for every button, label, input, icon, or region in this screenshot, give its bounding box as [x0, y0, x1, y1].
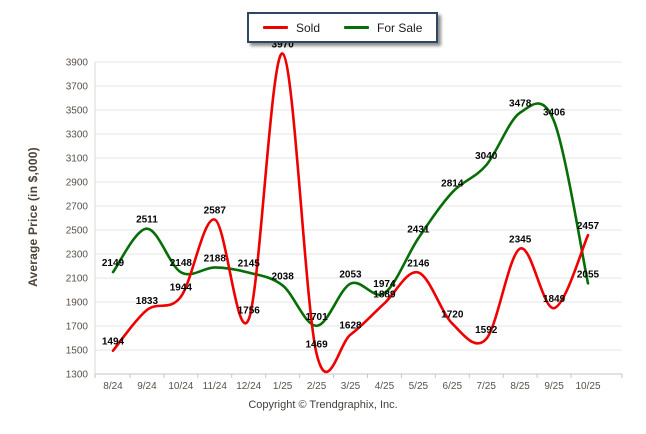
x-tick-label: 5/25 — [409, 381, 429, 392]
for-sale-point-label: 2055 — [577, 269, 600, 280]
for-sale-point-label: 2148 — [170, 258, 193, 269]
x-tick-label: 11/24 — [203, 381, 228, 392]
sold-point-label: 1628 — [339, 321, 362, 332]
for-sale-point-label: 2053 — [339, 270, 362, 281]
for-sale-point-label: 3406 — [543, 107, 566, 118]
sold-point-label: 2457 — [577, 221, 600, 232]
for-sale-line-swatch-icon — [344, 26, 370, 29]
x-tick-label: 4/25 — [375, 381, 395, 392]
y-tick-label: 2500 — [66, 226, 89, 237]
legend-label-sold: Sold — [296, 20, 321, 35]
for-sale-point-label: 2431 — [407, 224, 430, 235]
y-tick-label: 1300 — [66, 370, 89, 381]
y-tick-label: 3500 — [66, 106, 89, 117]
x-tick-label: 9/25 — [544, 381, 564, 392]
y-tick-label: 3700 — [66, 82, 89, 93]
sold-point-label: 1849 — [543, 294, 566, 305]
x-tick-label: 10/24 — [168, 381, 193, 392]
y-axis-title: Average Price (in $,000) — [26, 147, 40, 287]
sold-line-swatch-icon — [263, 26, 288, 29]
x-tick-label: 3/25 — [341, 381, 361, 392]
y-tick-label: 3100 — [66, 154, 89, 165]
copyright-text: Copyright © Trendgraphix, Inc. — [248, 399, 398, 411]
legend-label-for-sale: For Sale — [377, 20, 423, 35]
y-tick-label: 2900 — [66, 178, 89, 189]
for-sale-point-label: 3040 — [475, 151, 498, 162]
y-tick-label: 2700 — [66, 202, 89, 213]
for-sale-curve — [111, 102, 590, 328]
y-tick-label: 1900 — [66, 298, 89, 309]
y-tick-label: 2100 — [66, 274, 89, 285]
for-sale-point-label: 1701 — [305, 312, 328, 323]
for-sale-point-label: 2814 — [441, 178, 464, 189]
x-tick-label: 1/25 — [273, 381, 293, 392]
x-tick-label: 10/25 — [575, 381, 600, 392]
sold-point-label: 2345 — [509, 235, 532, 246]
x-tick-label: 2/25 — [307, 381, 327, 392]
legend: Sold For Sale — [247, 12, 439, 43]
y-tick-label: 1500 — [66, 346, 89, 357]
x-tick-label: 12/24 — [236, 381, 261, 392]
for-sale-point-label: 2149 — [102, 258, 125, 269]
sold-point-label: 1469 — [305, 340, 328, 351]
y-tick-label: 3300 — [66, 130, 89, 141]
x-tick-label: 6/25 — [443, 381, 463, 392]
y-tick-label: 1700 — [66, 322, 89, 333]
x-tick-label: 7/25 — [476, 381, 496, 392]
sold-point-label: 1889 — [373, 289, 396, 300]
for-sale-point-label: 2038 — [272, 271, 295, 282]
for-sale-point-label: 2188 — [204, 253, 227, 264]
for-sale-point-label: 2145 — [238, 259, 261, 270]
x-tick-label: 8/24 — [103, 381, 123, 392]
for-sale-point-label: 2511 — [136, 215, 158, 226]
sold-point-label: 3970 — [272, 40, 295, 51]
for-sale-point-label: 3478 — [509, 99, 532, 110]
for-sale-point-label: 1974 — [373, 279, 396, 290]
sold-point-label: 1833 — [136, 296, 159, 307]
x-tick-label: 9/24 — [137, 381, 157, 392]
sold-point-label: 2587 — [204, 206, 227, 217]
x-tick-label: 8/25 — [510, 381, 530, 392]
sold-point-label: 2146 — [407, 258, 430, 269]
sold-point-label: 1592 — [475, 325, 498, 336]
sold-point-label: 1720 — [441, 310, 464, 321]
y-tick-label: 3900 — [66, 58, 89, 69]
sold-point-label: 1494 — [102, 337, 125, 348]
sold-curve — [111, 52, 590, 374]
sold-point-label: 1756 — [238, 305, 261, 316]
legend-item-sold: Sold — [263, 21, 320, 35]
sold-point-label: 1944 — [170, 283, 193, 294]
legend-item-for-sale: For Sale — [344, 21, 422, 35]
y-tick-label: 2300 — [66, 250, 89, 261]
